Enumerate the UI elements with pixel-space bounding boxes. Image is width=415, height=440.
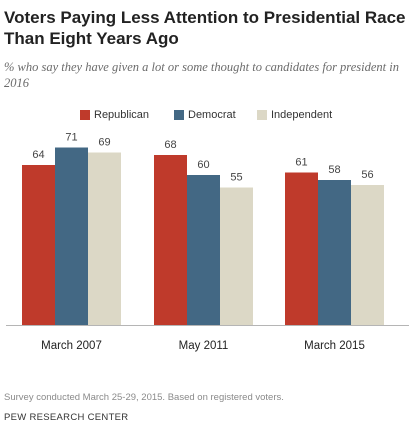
bar-republican-march-2015 [285,172,318,325]
data-label-independent-march-2015: 56 [361,169,373,181]
legend-label-republican: Republican [94,109,150,121]
data-label-independent-may-2011: 55 [230,172,242,184]
data-label-democrat-may-2011: 60 [197,159,209,171]
bar-republican-may-2011 [154,155,187,325]
bar-independent-may-2011 [220,187,253,325]
data-label-republican-may-2011: 68 [164,139,176,151]
category-label-march-2015: March 2015 [304,340,365,352]
bar-republican-march-2007 [22,165,55,325]
data-label-republican-march-2015: 61 [295,157,307,169]
chart-legend: Republican Democrat Independent [0,108,415,122]
legend-item-independent: Independent [257,108,332,122]
bar-democrat-may-2011 [187,175,220,325]
category-label-march-2007: March 2007 [41,340,102,352]
source-credit: PEW RESEARCH CENTER [4,412,129,423]
data-label-democrat-march-2007: 71 [65,132,77,144]
legend-swatch-republican [80,110,90,120]
chart-title: Voters Paying Less Attention to Presiden… [4,8,406,48]
data-label-independent-march-2007: 69 [98,137,110,149]
bar-democrat-march-2015 [318,180,351,325]
footnote: Survey conducted March 25-29, 2015. Base… [4,392,284,403]
data-label-republican-march-2007: 64 [32,149,44,161]
legend-swatch-democrat [174,110,184,120]
category-label-may-2011: May 2011 [179,340,229,352]
legend-label-independent: Independent [271,109,333,121]
chart-subtitle: % who say they have given a lot or some … [4,60,399,90]
legend-label-democrat: Democrat [188,109,236,121]
legend-item-republican: Republican [80,108,149,122]
bar-independent-march-2007 [88,152,121,325]
data-label-democrat-march-2015: 58 [328,164,340,176]
bar-democrat-march-2007 [55,147,88,325]
legend-item-democrat: Democrat [174,108,236,122]
legend-swatch-independent [257,110,267,120]
bar-independent-march-2015 [351,185,384,325]
